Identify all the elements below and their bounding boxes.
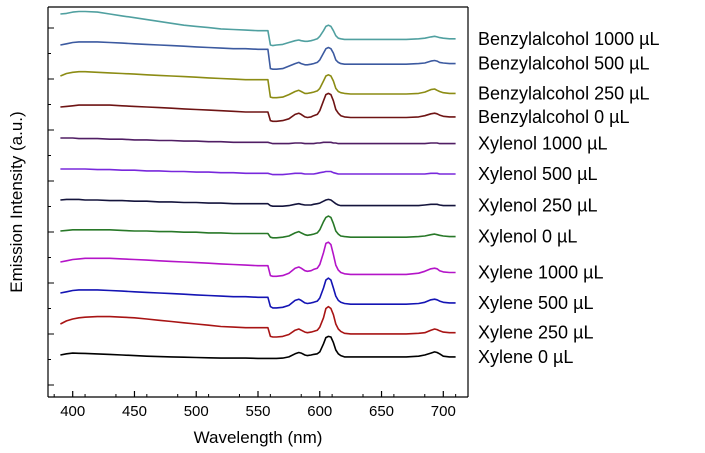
series-line-3 [60,241,456,278]
series-line-11 [60,10,456,47]
plot-axes [47,6,469,398]
series-line-1 [60,305,456,338]
x-tick-label-650: 650 [369,403,394,420]
series-label-3: Xylene 1000 µL [478,263,603,283]
series-line-9 [60,70,456,99]
series-label-11: Benzylalcohol 1000 µL [478,29,660,49]
series-label-4: Xylenol 0 µL [478,227,577,247]
series-line-4 [60,215,456,239]
x-tick-label-400: 400 [60,403,85,420]
series-label-7: Xylenol 1000 µL [478,134,607,154]
series-label-5: Xylenol 250 µL [478,196,597,216]
x-axis-title: Wavelength (nm) [194,428,323,447]
series-line-2 [60,277,456,309]
x-tick-label-500: 500 [184,403,209,420]
series-line-0 [60,335,456,360]
series-line-5 [60,198,456,207]
series-label-0: Xylene 0 µL [478,347,573,367]
series-label-6: Xylenol 500 µL [478,164,597,184]
series-line-7 [60,137,456,145]
series-label-8: Benzylalcohol 0 µL [478,107,629,127]
y-axis-title: Emission Intensity (a.u.) [7,111,26,292]
x-tick-label-450: 450 [122,403,147,420]
series-label-9: Benzylalcohol 250 µL [478,83,649,103]
series-label-2: Xylene 500 µL [478,293,593,313]
y-axis-ticks [48,27,54,386]
series-line-10 [60,41,456,70]
series-label-10: Benzylalcohol 500 µL [478,54,649,74]
series-line-8 [60,92,456,123]
x-tick-label-600: 600 [307,403,332,420]
x-axis-ticks: 400 450 500 550 600 650 700 [53,391,457,420]
x-tick-label-700: 700 [431,403,456,420]
series-labels: Xylene 0 µL Xylene 250 µL Xylene 500 µL Xyl… [478,29,660,367]
series-lines [60,10,456,360]
series-line-6 [60,168,456,176]
x-tick-label-550: 550 [245,403,270,420]
series-label-1: Xylene 250 µL [478,323,593,343]
